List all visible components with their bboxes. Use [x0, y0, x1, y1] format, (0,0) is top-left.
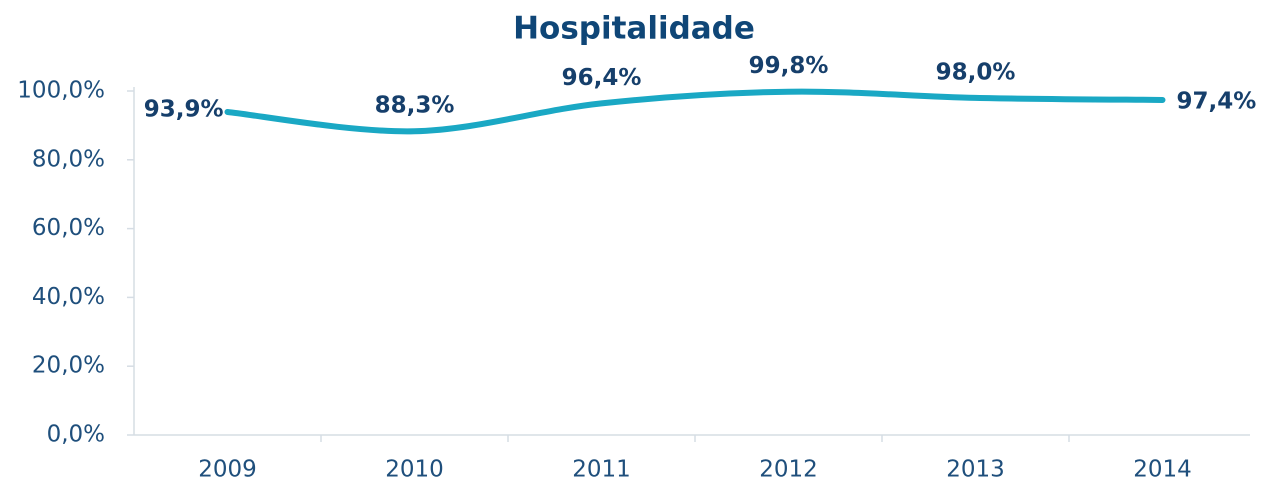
data-label: 93,9%: [144, 96, 224, 122]
y-tick-label: 60,0%: [32, 215, 105, 241]
y-tick-label: 40,0%: [32, 284, 105, 310]
y-tick-label: 20,0%: [32, 353, 105, 379]
x-tick-label: 2009: [198, 457, 257, 483]
data-label: 97,4%: [1177, 88, 1257, 114]
x-tick-label: 2014: [1133, 457, 1192, 483]
chart-title: Hospitalidade: [513, 11, 755, 47]
y-tick-label: 0,0%: [47, 422, 105, 448]
data-label: 98,0%: [936, 59, 1016, 85]
data-label: 96,4%: [562, 65, 642, 91]
y-tick-label: 80,0%: [32, 146, 105, 172]
x-tick-label: 2012: [759, 457, 818, 483]
y-tick-label: 100,0%: [17, 78, 105, 104]
data-label: 99,8%: [749, 53, 829, 79]
x-tick-label: 2013: [946, 457, 1005, 483]
data-label: 88,3%: [375, 93, 455, 119]
x-tick-label: 2010: [385, 457, 444, 483]
x-tick-label: 2011: [572, 457, 631, 483]
line: [224, 88, 1166, 135]
